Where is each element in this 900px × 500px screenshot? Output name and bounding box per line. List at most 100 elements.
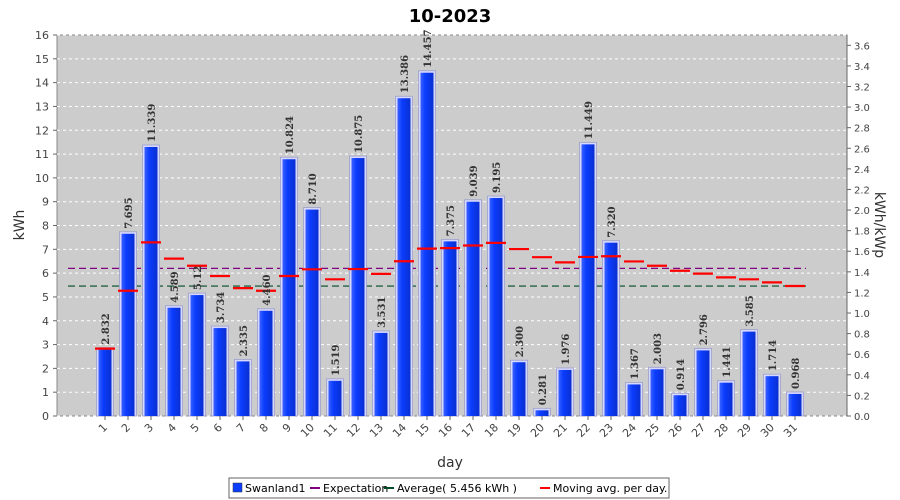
y2-tick-label: 1.0	[854, 309, 870, 320]
bar-value-label: 9.195	[492, 162, 503, 193]
bar-value-label: 11.449	[584, 101, 595, 139]
x-tick-label: 21	[551, 421, 570, 440]
y-tick-label: 15	[35, 53, 49, 66]
y2-tick-label: 3.4	[854, 62, 870, 73]
x-tick-label: 25	[643, 421, 662, 440]
bar	[420, 72, 434, 417]
bar-value-label: 11.339	[147, 104, 158, 142]
bar	[535, 410, 549, 416]
y2-tick-label: 3.2	[854, 82, 870, 93]
y2-tick-label: 1.2	[854, 288, 870, 299]
bar	[328, 380, 342, 416]
y2-tick-label: 0.0	[854, 412, 870, 423]
bar-value-label: 0.914	[676, 359, 687, 390]
x-tick-label: 14	[390, 421, 409, 440]
bar-value-label: 14.457	[423, 29, 434, 67]
bar	[581, 144, 595, 417]
y2-tick-label: 1.4	[854, 268, 870, 279]
bar-value-label: 9.039	[469, 165, 480, 196]
y-tick-label: 5	[42, 291, 49, 304]
y-tick-label: 11	[35, 148, 49, 161]
y-tick-label: 13	[35, 100, 49, 113]
x-axis-ticks: 1 2 3 4 5 6 7 8 9 10 11 12 13 14 15 16 17 18 19 20 21 22 23 24 2…	[96, 416, 800, 440]
x-tick-label: 6	[211, 421, 225, 435]
x-tick-label: 3	[142, 421, 156, 435]
y2-tick-label: 0.4	[854, 371, 870, 382]
bar-value-label: 13.386	[400, 55, 411, 93]
x-tick-label: 10	[298, 421, 317, 440]
x-tick-label: 13	[367, 421, 386, 440]
y-tick-label: 6	[42, 267, 49, 280]
bar	[305, 209, 319, 416]
bar	[627, 384, 641, 416]
bar	[466, 201, 480, 416]
bar	[719, 382, 733, 416]
x-tick-label: 30	[758, 421, 777, 440]
x-tick-label: 28	[712, 421, 731, 440]
bar	[351, 158, 365, 416]
legend-swatch-bar	[232, 482, 243, 493]
x-tick-label: 1	[96, 421, 110, 435]
y-tick-label: 14	[35, 77, 49, 90]
bar	[190, 295, 204, 416]
bar-value-label: 1.519	[331, 344, 342, 375]
y2-tick-label: 2.0	[854, 206, 870, 217]
y-axis-label: kWh	[12, 210, 28, 241]
bar	[696, 350, 710, 416]
legend-box	[228, 477, 670, 499]
y-tick-label: 4	[42, 315, 49, 328]
bar	[213, 328, 227, 416]
bar	[673, 395, 687, 416]
bar	[489, 198, 503, 416]
bar-value-label: 3.734	[216, 292, 227, 323]
x-tick-label: 5	[188, 421, 202, 435]
bar	[167, 307, 181, 416]
x-tick-label: 7	[234, 421, 248, 435]
bar-value-label: 4.460	[262, 274, 273, 305]
y-tick-label: 8	[42, 220, 49, 233]
bar	[98, 349, 112, 416]
reference-lines	[68, 267, 806, 287]
bar-value-label: 0.968	[791, 358, 802, 389]
bar-value-label: 1.976	[561, 334, 572, 365]
bar	[558, 369, 572, 416]
bar	[397, 98, 411, 416]
x-tick-label: 23	[597, 421, 616, 440]
data-labels: 2.832 7.695 11.339 4.589 5.12 3.734 2.335 4.460…	[101, 29, 802, 405]
x-tick-label: 17	[459, 421, 478, 440]
bar-value-label: 2.832	[101, 313, 112, 344]
bar	[604, 242, 618, 416]
bar-value-label: 2.335	[239, 325, 250, 356]
bar-series	[96, 70, 804, 417]
x-tick-label: 26	[666, 421, 685, 440]
bar-value-label: 1.441	[722, 346, 733, 377]
x-tick-label: 29	[735, 421, 754, 440]
y-tick-label: 0	[42, 410, 49, 423]
bar-value-label: 3.531	[377, 297, 388, 328]
x-tick-label: 2	[119, 421, 133, 435]
y-tick-label: 1	[42, 386, 49, 399]
bar	[282, 159, 296, 417]
x-tick-label: 15	[413, 421, 432, 440]
y-tick-label: 16	[35, 29, 49, 42]
moving-average-series	[95, 241, 805, 350]
y-tick-label: 3	[42, 339, 49, 352]
y2-tick-label: 2.8	[854, 124, 870, 135]
bar	[512, 362, 526, 416]
x-tick-label: 11	[321, 421, 340, 440]
legend: Swanland1 Expectation Average( 5.456 kWh…	[228, 477, 670, 499]
bar-value-label: 2.796	[699, 314, 710, 345]
bar	[144, 146, 158, 417]
x-tick-label: 16	[436, 421, 455, 440]
y2-axis-label: kWh/kWp	[871, 192, 887, 258]
y2-tick-label: 2.2	[854, 185, 870, 196]
x-tick-label: 8	[257, 421, 271, 435]
y-tick-label: 7	[42, 243, 49, 256]
y2-tick-label: 1.6	[854, 247, 870, 258]
bar-value-label: 8.710	[308, 173, 319, 204]
bar	[374, 332, 388, 416]
legend-label-bar: Swanland1	[245, 482, 305, 495]
bar	[765, 376, 779, 416]
